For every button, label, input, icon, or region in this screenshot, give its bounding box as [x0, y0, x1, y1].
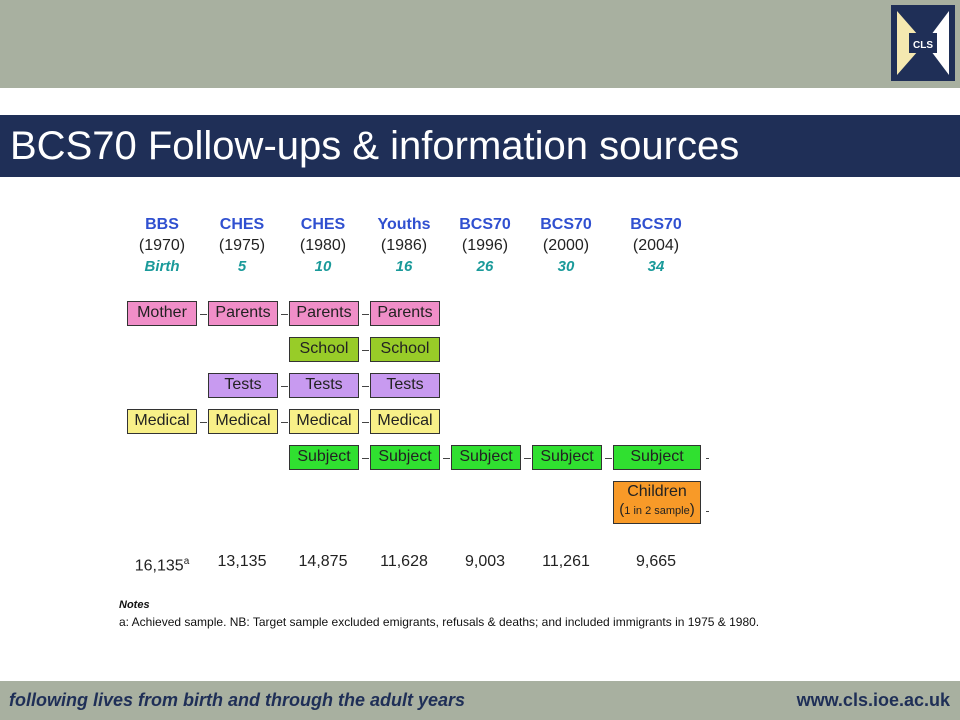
source-box-mother: Mother — [127, 301, 197, 326]
sample-count: 13,135 — [217, 553, 267, 570]
sample-count: 11,261 — [542, 553, 590, 570]
sample-count: 14,875 — [298, 553, 348, 570]
connector — [362, 386, 369, 387]
connector — [362, 422, 369, 423]
connector — [200, 422, 207, 423]
footer-band — [0, 681, 960, 720]
page-title: BCS70 Follow-ups & information sources — [10, 124, 740, 168]
connector — [200, 314, 207, 315]
sample-count: 9,003 — [464, 553, 506, 570]
connector — [524, 458, 531, 459]
title-band — [0, 115, 960, 177]
sweep-age: 26 — [476, 258, 494, 275]
source-box-school: School — [289, 337, 359, 362]
footer-url[interactable]: www.cls.ioe.ac.uk — [796, 690, 950, 710]
source-box-tests: Tests — [208, 373, 278, 398]
source-box-medical: Medical — [370, 409, 440, 434]
source-box-medical: Medical — [289, 409, 359, 434]
sweep-name: BCS70 — [630, 216, 682, 233]
source-box-medical: Medical — [127, 409, 197, 434]
source-box-school: School — [370, 337, 440, 362]
sweep-name: BCS70 — [540, 216, 592, 233]
connector — [281, 314, 288, 315]
sweep-name: CHES — [219, 216, 265, 233]
connector — [706, 511, 709, 512]
notes-heading: Notes — [119, 599, 150, 611]
sweep-age: 10 — [314, 258, 332, 275]
sample-count: 11,628 — [380, 553, 428, 570]
source-box-parents: Parents — [289, 301, 359, 326]
header-band — [0, 0, 960, 88]
sample-count: 16,135a — [134, 556, 190, 575]
sweep-header-ches-1980: CHES (1980) 10 — [278, 215, 368, 277]
source-box-subject: Subject — [370, 445, 440, 470]
sweep-age: Birth — [144, 258, 180, 275]
connector — [706, 458, 709, 459]
sweep-name: Youths — [377, 216, 431, 233]
sweep-age: 16 — [395, 258, 413, 275]
source-box-tests: Tests — [289, 373, 359, 398]
footer-tagline: following lives from birth and through t… — [9, 690, 466, 710]
sweep-year: (1980) — [299, 237, 347, 254]
children-sample-note: (1 in 2 sample) — [619, 501, 695, 518]
connector — [362, 350, 369, 351]
sweep-year: (1996) — [461, 237, 509, 254]
svg-text:CLS: CLS — [913, 40, 933, 51]
notes-text: a: Achieved sample. NB: Target sample ex… — [119, 615, 760, 629]
sweep-year: (1975) — [218, 237, 266, 254]
sweep-header-youths-1986: Youths (1986) 16 — [359, 215, 449, 277]
source-box-subject: Subject — [532, 445, 602, 470]
connector — [605, 458, 612, 459]
connector — [281, 386, 288, 387]
sweep-year: (1986) — [380, 237, 428, 254]
source-box-parents: Parents — [370, 301, 440, 326]
count-footnote-marker: a — [183, 556, 190, 567]
sweep-header-bbs-1970: BBS (1970) Birth — [117, 215, 207, 277]
sweep-year: (2000) — [542, 237, 590, 254]
sweep-header-ches-1975: CHES (1975) 5 — [197, 215, 287, 277]
sweep-age: 5 — [237, 258, 247, 275]
sweep-age: 30 — [557, 258, 575, 275]
sweep-name: BBS — [145, 216, 179, 233]
sweep-name: CHES — [300, 216, 346, 233]
sample-count: 9,665 — [635, 553, 677, 570]
source-box-subject: Subject — [451, 445, 521, 470]
sweep-header-bcs70-2000: BCS70 (2000) 30 — [521, 215, 611, 277]
source-box-subject: Subject — [613, 445, 701, 470]
source-box-tests: Tests — [370, 373, 440, 398]
sweep-header-bcs70-1996: BCS70 (1996) 26 — [440, 215, 530, 277]
children-label: Children — [627, 483, 687, 500]
connector — [443, 458, 450, 459]
sweep-age: 34 — [647, 258, 665, 275]
source-box-children: Children (1 in 2 sample) — [613, 481, 701, 524]
sweep-header-bcs70-2004: BCS70 (2004) 34 — [611, 215, 701, 277]
source-box-parents: Parents — [208, 301, 278, 326]
source-box-medical: Medical — [208, 409, 278, 434]
sweep-year: (2004) — [632, 237, 680, 254]
connector — [281, 422, 288, 423]
connector — [362, 314, 369, 315]
cls-logo: CLS — [891, 5, 955, 81]
sweep-year: (1970) — [138, 237, 186, 254]
source-box-subject: Subject — [289, 445, 359, 470]
connector — [362, 458, 369, 459]
sweep-name: BCS70 — [459, 216, 511, 233]
